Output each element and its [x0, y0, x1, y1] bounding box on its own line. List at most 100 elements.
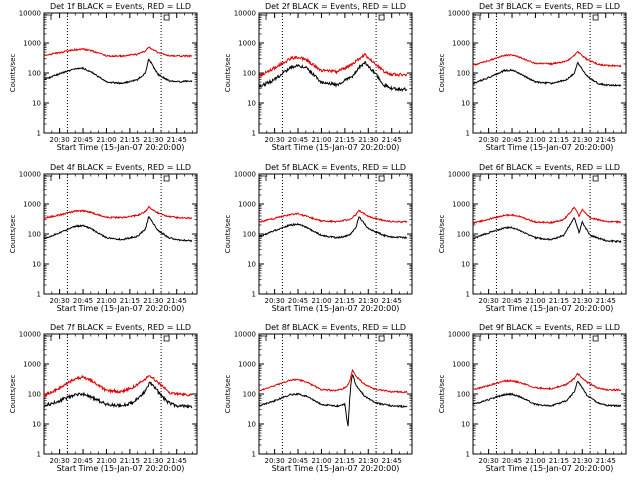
y-tick-label: 10 — [461, 261, 470, 269]
series-events-line — [258, 60, 408, 93]
y-tick-label: 1000 — [23, 361, 41, 369]
corner-marker — [475, 175, 481, 181]
y-tick-label: 10 — [32, 100, 41, 108]
x-tick-label: 20:30 — [50, 457, 70, 465]
series-lld-line — [472, 50, 622, 68]
panel-1: Det 1f BLACK = Events, RED = LLD 1 10 100 10… — [9, 2, 198, 152]
y-tick-label: 1 — [252, 291, 256, 299]
x-tick-label: 21:15 — [549, 297, 569, 305]
series-events-line — [43, 381, 193, 409]
x-tick-label: 21:30 — [358, 457, 378, 465]
x-tick-label: 21:00 — [525, 457, 545, 465]
corner-marker — [592, 335, 599, 342]
y-tick-label: 10000 — [19, 331, 41, 339]
y-tick-label: 1 — [37, 130, 41, 138]
corner-marker — [46, 335, 52, 341]
y-tick-label: 10000 — [234, 171, 256, 179]
x-tick-label: 21:15 — [120, 297, 140, 305]
y-tick-label: 1000 — [452, 201, 470, 209]
y-tick-label: 1000 — [23, 40, 41, 48]
x-tick-label: 21:30 — [572, 297, 592, 305]
corner-marker — [378, 175, 385, 182]
series-lld-line — [43, 205, 193, 220]
y-axis-label: Counts/sec — [438, 54, 446, 93]
x-tick-label: 20:45 — [73, 136, 93, 144]
y-tick-label: 1000 — [238, 40, 256, 48]
y-tick-label: 1 — [37, 451, 41, 459]
x-axis-label: Start Time (15-Jan-07 20:20:00) — [486, 143, 614, 152]
x-tick-label: 20:30 — [479, 297, 499, 305]
y-tick-label: 10 — [32, 421, 41, 429]
y-axis-label: Counts/sec — [438, 375, 446, 414]
y-tick-label: 10000 — [448, 171, 470, 179]
y-axis-label: Counts/sec — [9, 215, 17, 254]
x-axis-label: Start Time (15-Jan-07 20:20:00) — [272, 304, 400, 313]
x-axis-label: Start Time (15-Jan-07 20:20:00) — [486, 304, 614, 313]
y-tick-label: 1000 — [238, 201, 256, 209]
series-events-line — [258, 374, 408, 427]
x-tick-label: 21:30 — [143, 297, 163, 305]
x-tick-label: 20:30 — [265, 136, 285, 144]
x-tick-label: 21:15 — [120, 457, 140, 465]
x-tick-label: 21:45 — [167, 457, 187, 465]
corner-marker — [592, 175, 599, 182]
y-tick-label: 10000 — [19, 171, 41, 179]
y-axis-label: Counts/sec — [224, 375, 232, 414]
x-tick-label: 20:45 — [502, 136, 522, 144]
corner-marker — [261, 335, 267, 341]
series-lld-line — [472, 372, 622, 392]
x-tick-label: 21:00 — [96, 457, 116, 465]
y-tick-label: 10000 — [234, 331, 256, 339]
x-tick-label: 21:15 — [120, 136, 140, 144]
y-tick-label: 100 — [28, 391, 41, 399]
x-axis-label: Start Time (15-Jan-07 20:20:00) — [486, 464, 614, 473]
corner-marker — [163, 335, 170, 342]
x-tick-label: 21:45 — [596, 457, 616, 465]
x-tick-label: 21:00 — [525, 297, 545, 305]
y-axis-label: Counts/sec — [9, 375, 17, 414]
series-lld-line — [472, 206, 622, 225]
x-tick-label: 20:45 — [502, 457, 522, 465]
x-axis-label: Start Time (15-Jan-07 20:20:00) — [57, 304, 185, 313]
x-tick-label: 21:00 — [311, 457, 331, 465]
y-tick-label: 100 — [28, 231, 41, 239]
y-tick-label: 1 — [466, 130, 470, 138]
corner-marker — [163, 14, 170, 21]
y-tick-label: 100 — [457, 70, 470, 78]
panel-8: Det 8f BLACK = Events, RED = LLD 1 10 100 10… — [224, 323, 413, 473]
x-tick-label: 21:00 — [525, 136, 545, 144]
panel-title: Det 2f BLACK = Events, RED = LLD — [265, 2, 406, 11]
panel-title: Det 4f BLACK = Events, RED = LLD — [50, 163, 191, 172]
x-tick-label: 21:00 — [96, 136, 116, 144]
x-tick-label: 20:45 — [288, 457, 308, 465]
panel-title: Det 3f BLACK = Events, RED = LLD — [479, 2, 620, 11]
y-axis-label: Counts/sec — [224, 54, 232, 93]
x-tick-label: 20:30 — [50, 297, 70, 305]
x-tick-label: 21:45 — [596, 297, 616, 305]
corner-marker — [46, 14, 52, 20]
x-tick-label: 21:45 — [382, 297, 402, 305]
y-axis-label: Counts/sec — [224, 215, 232, 254]
series-events-line — [258, 216, 408, 240]
x-tick-label: 21:30 — [143, 136, 163, 144]
series-events-line — [472, 61, 622, 87]
y-tick-label: 10000 — [448, 331, 470, 339]
x-tick-label: 20:45 — [73, 297, 93, 305]
y-tick-label: 100 — [28, 70, 41, 78]
panel-5: Det 5f BLACK = Events, RED = LLD 1 10 100 10… — [224, 163, 413, 313]
corner-marker — [46, 175, 52, 181]
x-tick-label: 20:30 — [50, 136, 70, 144]
x-tick-label: 20:30 — [479, 457, 499, 465]
panel-title: Det 8f BLACK = Events, RED = LLD — [265, 323, 406, 332]
x-tick-label: 21:45 — [382, 136, 402, 144]
x-tick-label: 21:45 — [167, 136, 187, 144]
y-tick-label: 10 — [247, 421, 256, 429]
corner-marker — [378, 335, 385, 342]
x-tick-label: 20:45 — [288, 297, 308, 305]
panel-3: Det 3f BLACK = Events, RED = LLD 1 10 100 10… — [438, 2, 627, 152]
series-events-line — [43, 58, 193, 85]
x-axis-label: Start Time (15-Jan-07 20:20:00) — [57, 464, 185, 473]
y-tick-label: 1000 — [23, 201, 41, 209]
x-axis-label: Start Time (15-Jan-07 20:20:00) — [272, 143, 400, 152]
